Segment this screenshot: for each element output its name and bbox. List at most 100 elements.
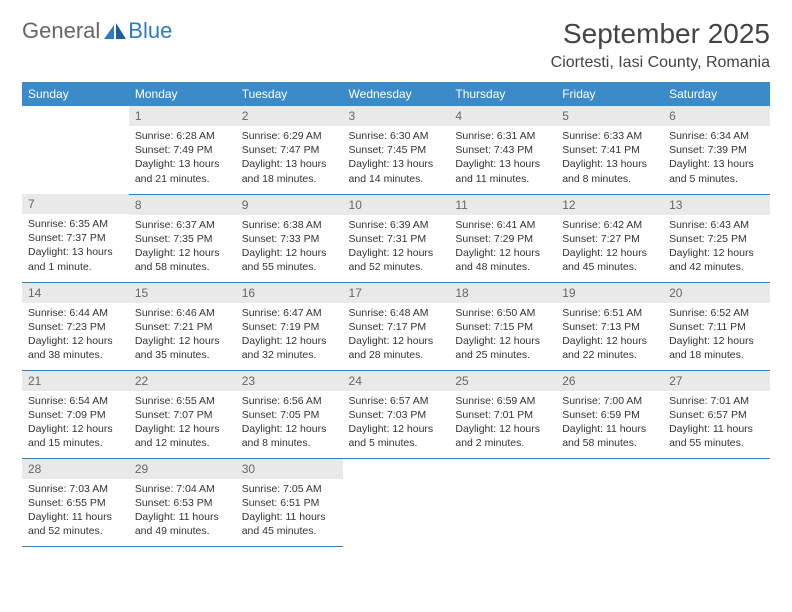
title-block: September 2025 Ciortesti, Iasi County, R… [551, 18, 770, 72]
sunrise-text: Sunrise: 6:43 AM [669, 218, 764, 232]
week-row: 7Sunrise: 6:35 AMSunset: 7:37 PMDaylight… [22, 194, 770, 282]
sunset-text: Sunset: 7:33 PM [242, 232, 337, 246]
day-cell: 24Sunrise: 6:57 AMSunset: 7:03 PMDayligh… [343, 370, 450, 458]
day-number: 24 [343, 371, 450, 391]
day-number [343, 459, 450, 465]
day-cell: 20Sunrise: 6:52 AMSunset: 7:11 PMDayligh… [663, 282, 770, 370]
calendar-page: General Blue September 2025 Ciortesti, I… [0, 0, 792, 565]
daylight-text: Daylight: 12 hours and 5 minutes. [349, 422, 444, 450]
day-cell: 28Sunrise: 7:03 AMSunset: 6:55 PMDayligh… [22, 458, 129, 546]
sunrise-text: Sunrise: 6:50 AM [455, 306, 550, 320]
day-details: Sunrise: 7:05 AMSunset: 6:51 PMDaylight:… [236, 479, 343, 542]
day-details: Sunrise: 7:00 AMSunset: 6:59 PMDaylight:… [556, 391, 663, 454]
day-cell: 9 Sunrise: 6:38 AMSunset: 7:33 PMDaylight… [236, 194, 343, 282]
dow-sunday: Sunday [22, 82, 129, 106]
sunset-text: Sunset: 7:17 PM [349, 320, 444, 334]
day-cell: 22Sunrise: 6:55 AMSunset: 7:07 PMDayligh… [129, 370, 236, 458]
day-details: Sunrise: 6:52 AMSunset: 7:11 PMDaylight:… [663, 303, 770, 366]
sunset-text: Sunset: 7:23 PM [28, 320, 123, 334]
daylight-text: Daylight: 11 hours and 55 minutes. [669, 422, 764, 450]
day-details: Sunrise: 6:39 AMSunset: 7:31 PMDaylight:… [343, 215, 450, 278]
sunrise-text: Sunrise: 7:03 AM [28, 482, 123, 496]
day-number: 19 [556, 283, 663, 303]
sunset-text: Sunset: 7:19 PM [242, 320, 337, 334]
sunrise-text: Sunrise: 6:39 AM [349, 218, 444, 232]
day-number: 2 [236, 106, 343, 126]
day-number: 11 [449, 195, 556, 215]
sunset-text: Sunset: 7:45 PM [349, 143, 444, 157]
sunrise-text: Sunrise: 6:33 AM [562, 129, 657, 143]
day-cell: 8Sunrise: 6:37 AMSunset: 7:35 PMDaylight… [129, 194, 236, 282]
day-number: 8 [129, 195, 236, 215]
day-number: 5 [556, 106, 663, 126]
day-cell: 5Sunrise: 6:33 AMSunset: 7:41 PMDaylight… [556, 106, 663, 194]
day-details: Sunrise: 6:30 AMSunset: 7:45 PMDaylight:… [343, 126, 450, 189]
day-number: 20 [663, 283, 770, 303]
sunset-text: Sunset: 7:01 PM [455, 408, 550, 422]
week-row: 1Sunrise: 6:28 AMSunset: 7:49 PMDaylight… [22, 106, 770, 194]
sunset-text: Sunset: 7:09 PM [28, 408, 123, 422]
location-text: Ciortesti, Iasi County, Romania [551, 54, 770, 72]
sunrise-text: Sunrise: 6:41 AM [455, 218, 550, 232]
day-cell: 21Sunrise: 6:54 AMSunset: 7:09 PMDayligh… [22, 370, 129, 458]
day-cell: 16Sunrise: 6:47 AMSunset: 7:19 PMDayligh… [236, 282, 343, 370]
sunset-text: Sunset: 7:47 PM [242, 143, 337, 157]
day-cell: 27Sunrise: 7:01 AMSunset: 6:57 PMDayligh… [663, 370, 770, 458]
day-cell: 23Sunrise: 6:56 AMSunset: 7:05 PMDayligh… [236, 370, 343, 458]
day-details: Sunrise: 6:50 AMSunset: 7:15 PMDaylight:… [449, 303, 556, 366]
sunrise-text: Sunrise: 7:05 AM [242, 482, 337, 496]
calendar-table: Sunday Monday Tuesday Wednesday Thursday… [22, 82, 770, 547]
sunset-text: Sunset: 7:13 PM [562, 320, 657, 334]
sunrise-text: Sunrise: 6:31 AM [455, 129, 550, 143]
day-cell: 13Sunrise: 6:43 AMSunset: 7:25 PMDayligh… [663, 194, 770, 282]
day-number: 9 [236, 195, 343, 215]
daylight-text: Daylight: 13 hours and 8 minutes. [562, 157, 657, 185]
sunrise-text: Sunrise: 7:04 AM [135, 482, 230, 496]
day-details: Sunrise: 6:43 AMSunset: 7:25 PMDaylight:… [663, 215, 770, 278]
dow-monday: Monday [129, 82, 236, 106]
daylight-text: Daylight: 13 hours and 18 minutes. [242, 157, 337, 185]
day-number: 22 [129, 371, 236, 391]
day-cell: 7Sunrise: 6:35 AMSunset: 7:37 PMDaylight… [22, 194, 129, 282]
daylight-text: Daylight: 12 hours and 2 minutes. [455, 422, 550, 450]
day-details: Sunrise: 6:48 AMSunset: 7:17 PMDaylight:… [343, 303, 450, 366]
day-cell: 15Sunrise: 6:46 AMSunset: 7:21 PMDayligh… [129, 282, 236, 370]
day-cell: 25Sunrise: 6:59 AMSunset: 7:01 PMDayligh… [449, 370, 556, 458]
sunrise-text: Sunrise: 6:35 AM [28, 217, 123, 231]
dow-tuesday: Tuesday [236, 82, 343, 106]
day-number: 26 [556, 371, 663, 391]
day-number: 6 [663, 106, 770, 126]
day-number: 27 [663, 371, 770, 391]
sunrise-text: Sunrise: 6:34 AM [669, 129, 764, 143]
sunset-text: Sunset: 7:31 PM [349, 232, 444, 246]
sunrise-text: Sunrise: 6:59 AM [455, 394, 550, 408]
logo-sails-icon [102, 21, 128, 41]
day-number: 7 [22, 194, 129, 214]
dow-saturday: Saturday [663, 82, 770, 106]
daylight-text: Daylight: 12 hours and 25 minutes. [455, 334, 550, 362]
sunset-text: Sunset: 7:21 PM [135, 320, 230, 334]
sunrise-text: Sunrise: 6:38 AM [242, 218, 337, 232]
sunrise-text: Sunrise: 6:56 AM [242, 394, 337, 408]
sunset-text: Sunset: 6:51 PM [242, 496, 337, 510]
day-cell: 30Sunrise: 7:05 AMSunset: 6:51 PMDayligh… [236, 458, 343, 546]
day-details: Sunrise: 6:55 AMSunset: 7:07 PMDaylight:… [129, 391, 236, 454]
day-details: Sunrise: 6:37 AMSunset: 7:35 PMDaylight:… [129, 215, 236, 278]
day-number: 17 [343, 283, 450, 303]
sunrise-text: Sunrise: 6:46 AM [135, 306, 230, 320]
day-number: 21 [22, 371, 129, 391]
day-cell [663, 458, 770, 546]
daylight-text: Daylight: 12 hours and 58 minutes. [135, 246, 230, 274]
day-number: 12 [556, 195, 663, 215]
daylight-text: Daylight: 12 hours and 45 minutes. [562, 246, 657, 274]
day-details: Sunrise: 6:51 AMSunset: 7:13 PMDaylight:… [556, 303, 663, 366]
day-cell: 6Sunrise: 6:34 AMSunset: 7:39 PMDaylight… [663, 106, 770, 194]
day-number [556, 459, 663, 465]
logo: General Blue [22, 18, 172, 44]
daylight-text: Daylight: 12 hours and 42 minutes. [669, 246, 764, 274]
sunset-text: Sunset: 7:29 PM [455, 232, 550, 246]
daylight-text: Daylight: 11 hours and 58 minutes. [562, 422, 657, 450]
day-number: 14 [22, 283, 129, 303]
day-number: 4 [449, 106, 556, 126]
daylight-text: Daylight: 12 hours and 55 minutes. [242, 246, 337, 274]
